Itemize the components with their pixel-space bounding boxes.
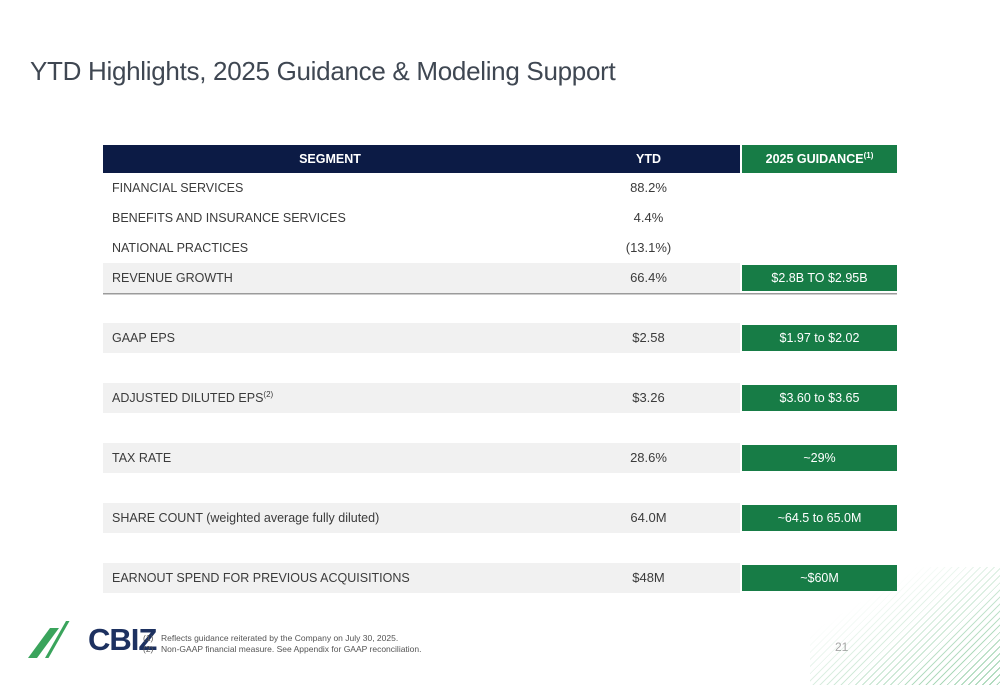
- table-row: ADJUSTED DILUTED EPS(2) $3.26 $3.60 to $…: [103, 383, 897, 413]
- table-row: SHARE COUNT (weighted average fully dilu…: [103, 503, 897, 533]
- row-label: TAX RATE: [112, 451, 172, 465]
- row-label-cell: SHARE COUNT (weighted average fully dilu…: [103, 503, 557, 533]
- row-main: REVENUE GROWTH 66.4%: [103, 263, 740, 293]
- row-main: TAX RATE 28.6%: [103, 443, 740, 473]
- header-ytd: YTD: [557, 145, 740, 173]
- row-main: SHARE COUNT (weighted average fully dilu…: [103, 503, 740, 533]
- row-ytd-value: $3.26: [632, 390, 665, 405]
- row-guidance-cell: [740, 233, 897, 263]
- guidance-chip: $3.60 to $3.65: [742, 385, 897, 411]
- row-ytd-value: 28.6%: [630, 450, 667, 465]
- row-ytd-value: $48M: [632, 570, 665, 585]
- row-label-cell: REVENUE GROWTH: [103, 263, 557, 293]
- row-label-cell: ADJUSTED DILUTED EPS(2): [103, 383, 557, 413]
- row-ytd-value: (13.1%): [625, 240, 672, 255]
- footnote-2-text: Non-GAAP financial measure. See Appendix…: [161, 644, 422, 654]
- table-row: TAX RATE 28.6% ~29%: [103, 443, 897, 473]
- footnotes: (1) Reflects guidance reiterated by the …: [143, 633, 422, 655]
- guidance-chip: ~29%: [742, 445, 897, 471]
- row-guidance-cell: ~64.5 to 65.0M: [740, 503, 897, 533]
- row-ytd-value: 64.0M: [630, 510, 667, 525]
- row-ytd-value: 66.4%: [630, 270, 667, 285]
- row-main: GAAP EPS $2.58: [103, 323, 740, 353]
- header-guidance: 2025 GUIDANCE(1): [742, 145, 897, 173]
- header-guidance-label: 2025 GUIDANCE: [765, 152, 864, 166]
- cbiz-logo-text: CBIZ: [88, 622, 157, 657]
- table-row: REVENUE GROWTH 66.4% $2.8B TO $2.95B: [103, 263, 897, 293]
- guidance-chip: ~64.5 to 65.0M: [742, 505, 897, 531]
- footnote-1-text: Reflects guidance reiterated by the Comp…: [161, 633, 399, 643]
- row-label-cell: FINANCIAL SERVICES: [103, 173, 557, 203]
- row-label: NATIONAL PRACTICES: [112, 241, 249, 255]
- cbiz-swoosh-icon: [28, 620, 86, 660]
- row-guidance-cell: [740, 173, 897, 203]
- row-guidance-cell: $2.8B TO $2.95B: [740, 263, 897, 293]
- header-segment: SEGMENT: [103, 145, 557, 173]
- row-label-cell: TAX RATE: [103, 443, 557, 473]
- row-label: EARNOUT SPEND FOR PREVIOUS ACQUISITIONS: [112, 571, 410, 585]
- diagonal-lines-decoration: [810, 567, 1000, 685]
- table-row: EARNOUT SPEND FOR PREVIOUS ACQUISITIONS …: [103, 563, 897, 593]
- row-main: EARNOUT SPEND FOR PREVIOUS ACQUISITIONS …: [103, 563, 740, 593]
- header-guidance-footnote-ref: (1): [863, 150, 874, 160]
- row-main: BENEFITS AND INSURANCE SERVICES 4.4%: [103, 203, 740, 233]
- row-guidance-cell: $3.60 to $3.65: [740, 383, 897, 413]
- row-ytd-value: 88.2%: [630, 180, 667, 195]
- table-row: NATIONAL PRACTICES (13.1%): [103, 233, 897, 263]
- row-main: NATIONAL PRACTICES (13.1%): [103, 233, 740, 263]
- page-title: YTD Highlights, 2025 Guidance & Modeling…: [30, 56, 616, 86]
- row-label: BENEFITS AND INSURANCE SERVICES: [112, 211, 346, 225]
- row-ytd-value: 4.4%: [633, 210, 664, 225]
- row-footnote-ref: (2): [263, 389, 274, 399]
- footnote-1: (1) Reflects guidance reiterated by the …: [143, 633, 422, 644]
- row-label-cell: BENEFITS AND INSURANCE SERVICES: [103, 203, 557, 233]
- row-label: SHARE COUNT (weighted average fully dilu…: [112, 511, 380, 525]
- guidance-table: SEGMENT YTD 2025 GUIDANCE(1) FINANCIAL S…: [103, 145, 897, 593]
- cbiz-logo: CBIZ: [28, 620, 157, 660]
- table-row: BENEFITS AND INSURANCE SERVICES 4.4%: [103, 203, 897, 233]
- footnote-2: (2) Non-GAAP financial measure. See Appe…: [143, 644, 422, 655]
- table-body: FINANCIAL SERVICES 88.2% BENEFITS AND IN…: [103, 173, 897, 593]
- footnote-2-marker: (2): [143, 644, 154, 654]
- row-main: FINANCIAL SERVICES 88.2%: [103, 173, 740, 203]
- table-row: FINANCIAL SERVICES 88.2%: [103, 173, 897, 203]
- guidance-chip: $1.97 to $2.02: [742, 325, 897, 351]
- row-label: GAAP EPS: [112, 331, 175, 345]
- row-guidance-cell: $1.97 to $2.02: [740, 323, 897, 353]
- row-label: ADJUSTED DILUTED EPS: [112, 391, 264, 405]
- row-label-cell: EARNOUT SPEND FOR PREVIOUS ACQUISITIONS: [103, 563, 557, 593]
- row-guidance-cell: [740, 203, 897, 233]
- row-label: FINANCIAL SERVICES: [112, 181, 244, 195]
- table-row: GAAP EPS $2.58 $1.97 to $2.02: [103, 323, 897, 353]
- footnote-1-marker: (1): [143, 633, 154, 643]
- row-label-cell: GAAP EPS: [103, 323, 557, 353]
- row-main: ADJUSTED DILUTED EPS(2) $3.26: [103, 383, 740, 413]
- table-header-row: SEGMENT YTD 2025 GUIDANCE(1): [103, 145, 897, 173]
- row-ytd-value: $2.58: [632, 330, 665, 345]
- header-column-gap: [740, 145, 742, 173]
- row-guidance-cell: ~29%: [740, 443, 897, 473]
- row-label: REVENUE GROWTH: [112, 271, 233, 285]
- guidance-chip: $2.8B TO $2.95B: [742, 265, 897, 291]
- row-label-cell: NATIONAL PRACTICES: [103, 233, 557, 263]
